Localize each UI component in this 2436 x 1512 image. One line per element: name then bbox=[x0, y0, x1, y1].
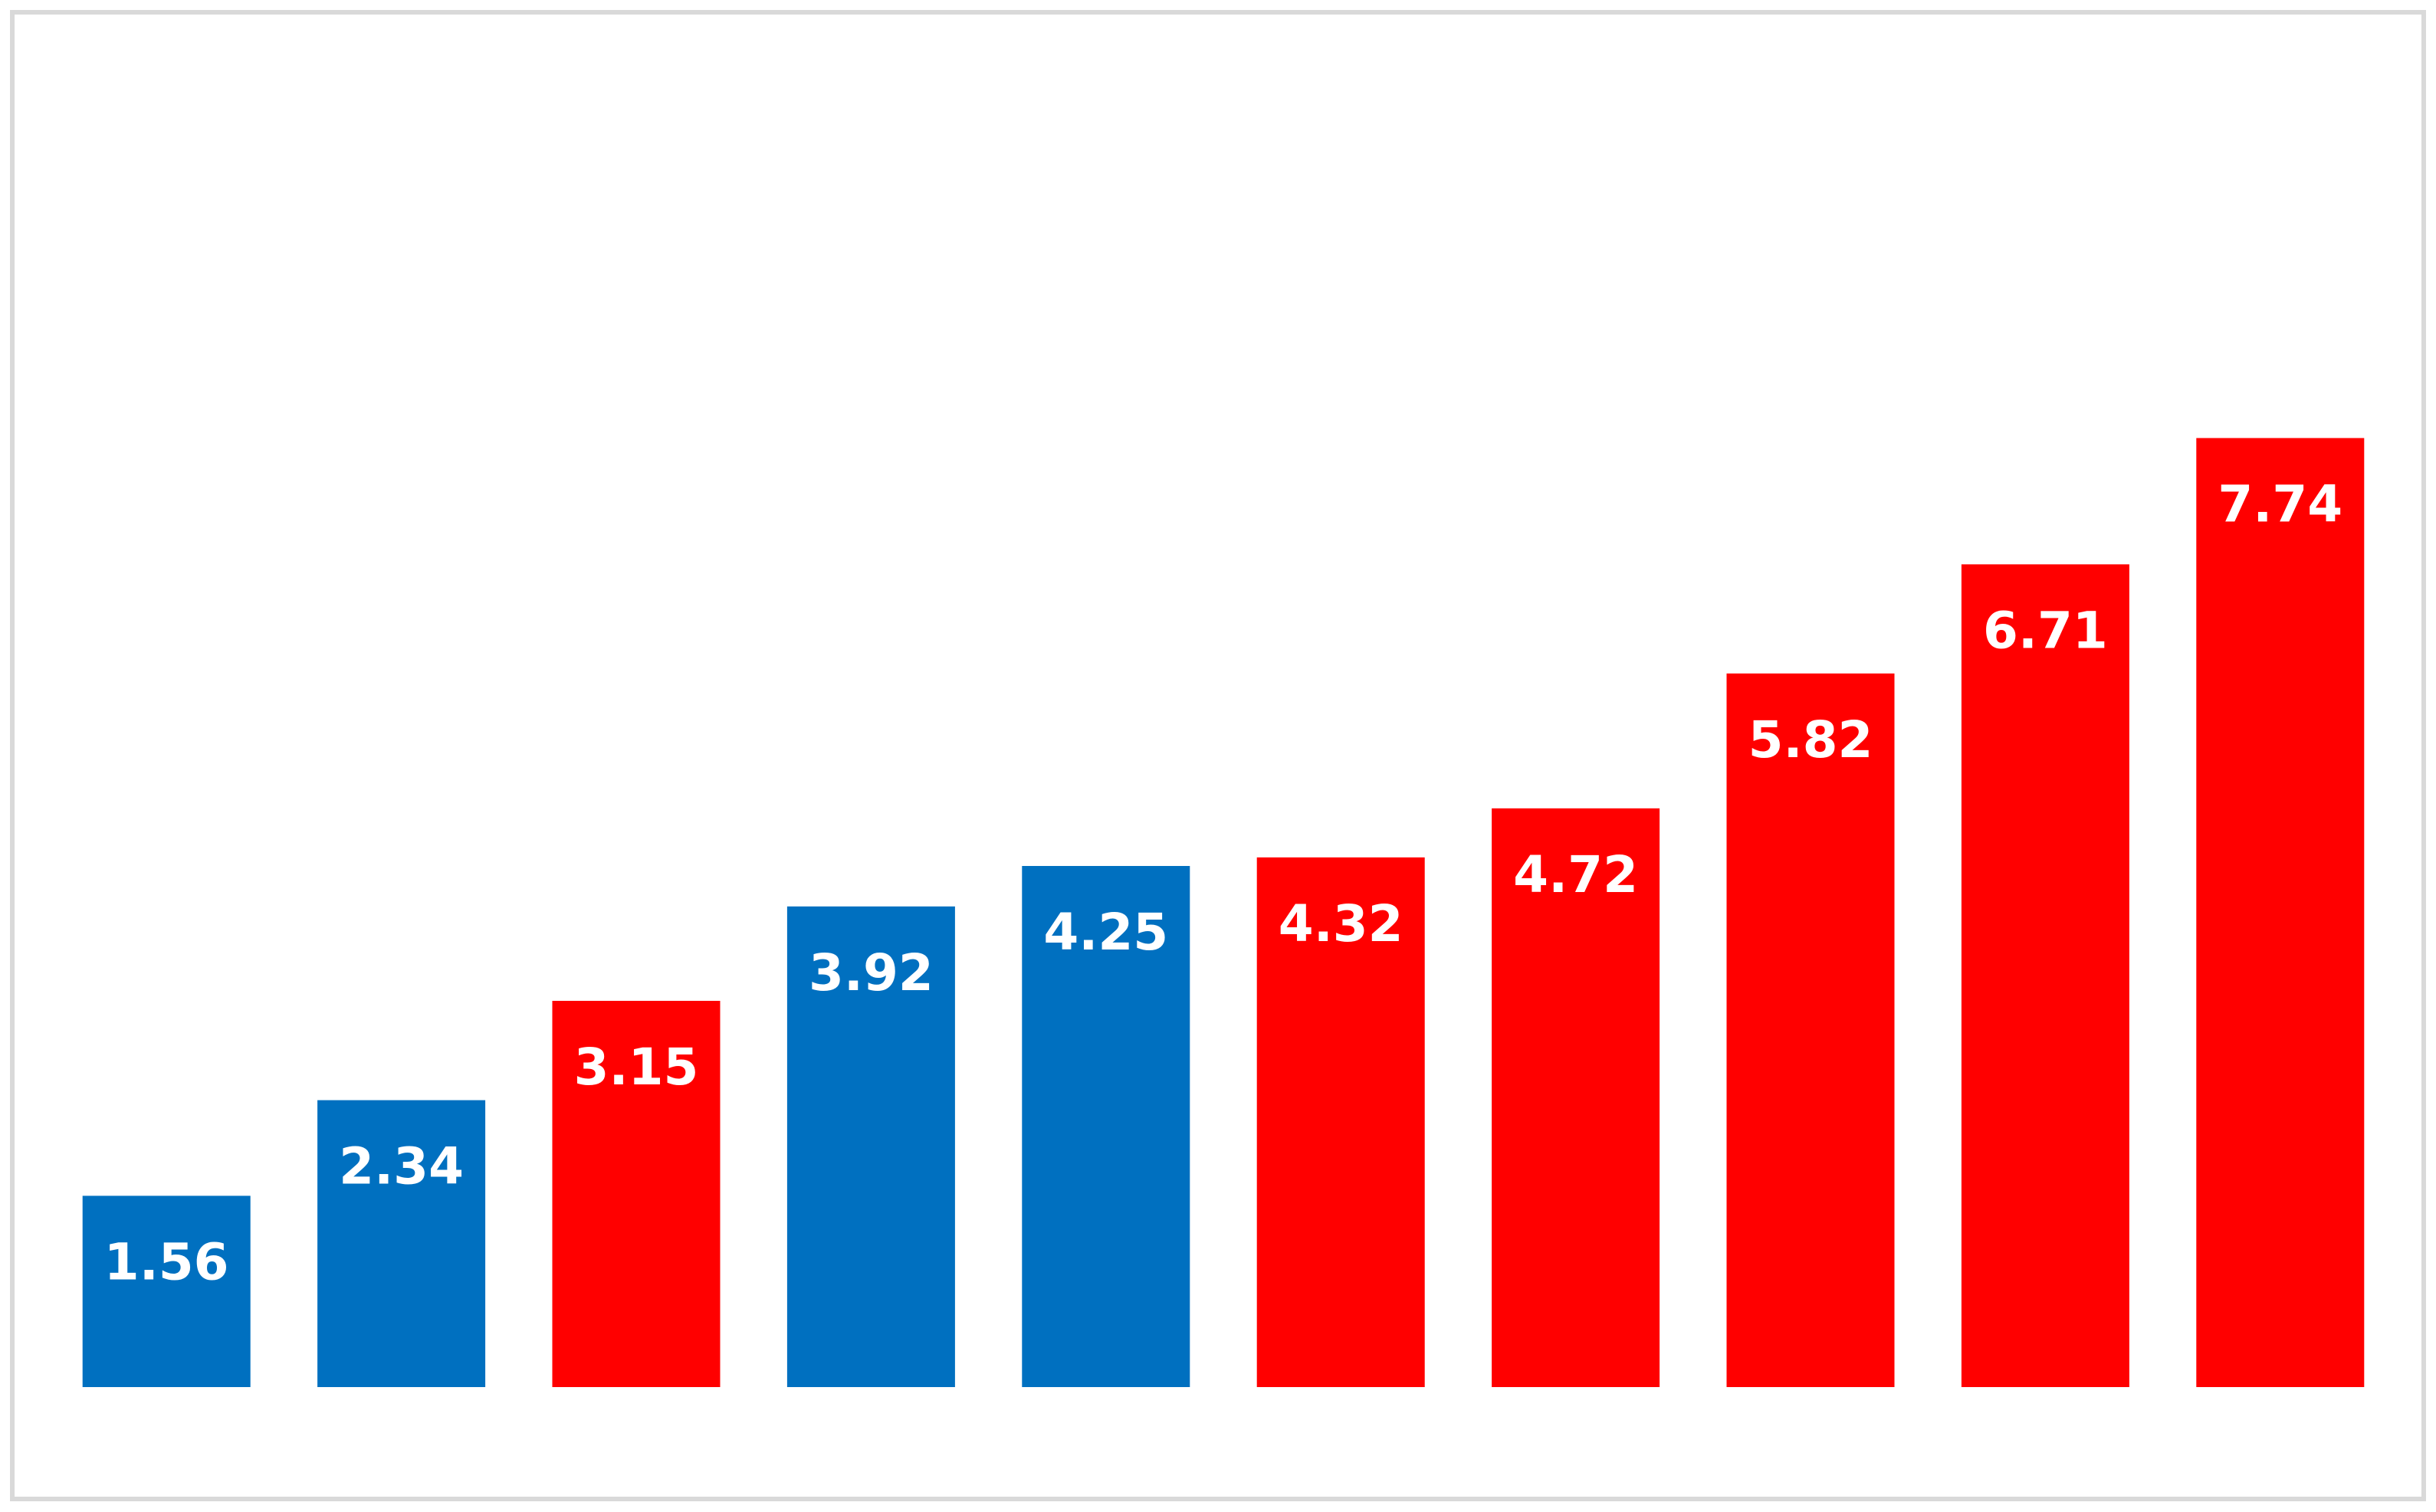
bar bbox=[317, 1100, 486, 1387]
bar bbox=[1961, 564, 2129, 1387]
data-label: 3.92 bbox=[809, 943, 934, 1002]
data-label: 5.82 bbox=[1748, 710, 1873, 769]
data-label: 4.25 bbox=[1043, 903, 1168, 962]
data-label: 4.32 bbox=[1279, 894, 1403, 953]
bar bbox=[82, 1195, 251, 1387]
data-label: 1.56 bbox=[104, 1232, 229, 1291]
bar bbox=[1256, 857, 1425, 1387]
data-label: 2.34 bbox=[339, 1137, 464, 1196]
data-label: 6.71 bbox=[1983, 601, 2108, 660]
bar bbox=[786, 906, 955, 1387]
bar bbox=[2196, 438, 2365, 1387]
bar bbox=[552, 1001, 721, 1387]
data-label: 4.72 bbox=[1513, 845, 1638, 904]
bar bbox=[1492, 808, 1660, 1387]
bar bbox=[1022, 866, 1190, 1387]
data-label: 7.74 bbox=[2218, 475, 2342, 534]
data-label: 3.15 bbox=[574, 1038, 699, 1097]
bar bbox=[1726, 673, 1895, 1387]
